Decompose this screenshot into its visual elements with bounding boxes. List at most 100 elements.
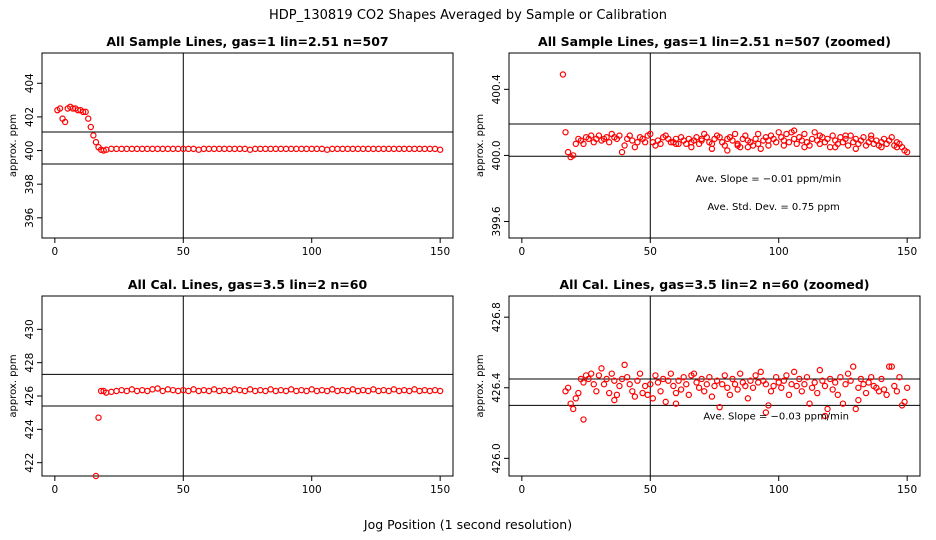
data-point [588,370,595,377]
x-tick-label: 150 [430,484,450,496]
data-point [855,384,862,391]
data-point [641,138,649,146]
data-point [675,377,682,384]
y-axis-label: approx. ppm [8,114,19,177]
data-point [724,147,731,154]
data-point [796,375,803,383]
data-point [380,145,387,153]
panel-title: All Sample Lines, gas=1 lin=2.51 n=507 (… [538,34,891,49]
data-point [108,388,115,396]
data-point [721,372,728,379]
data-point [298,386,305,394]
data-point [731,381,739,388]
data-point [824,405,831,413]
data-point [850,363,857,370]
data-point [421,145,428,153]
data-point [754,130,762,138]
data-point [562,129,569,136]
data-point [293,145,300,153]
data-point [808,135,816,143]
data-point [400,386,408,394]
data-point [339,386,346,394]
data-point [816,366,824,374]
data-point [169,386,177,394]
data-point [138,386,146,394]
data-point [793,382,800,390]
data-point [164,145,172,153]
data-point [785,391,793,399]
data-point [672,400,680,407]
data-point [860,381,867,388]
data-point [734,386,741,393]
data-point [395,145,403,153]
data-point [734,142,741,149]
data-point [672,389,680,397]
data-point [896,373,903,381]
data-point [272,387,279,395]
data-point [608,370,615,377]
data-point [611,396,618,404]
data-point [380,386,387,394]
data-point [395,387,403,395]
data-point [339,145,346,153]
y-axis-label: approx. ppm [475,354,486,417]
data-point [344,145,351,153]
y-axis-label: approx. ppm [475,114,486,177]
data-point [762,409,770,416]
data-point [747,377,754,384]
data-point [842,132,849,139]
data-point [436,146,444,153]
x-tick-label: 50 [177,246,190,258]
data-point [390,386,398,393]
data-point [221,386,228,394]
plot-frame [41,295,454,477]
data-point [780,377,788,384]
data-point [375,145,382,153]
data-point [706,373,713,381]
data-point [616,132,623,139]
data-point [621,142,628,149]
data-point [616,382,623,390]
data-point [662,398,669,406]
data-point [262,145,269,153]
data-point [329,386,336,393]
data-point [282,387,290,395]
data-point [770,382,777,390]
data-point [683,381,690,388]
data-point [113,145,120,153]
data-point [788,381,795,388]
data-point [216,387,223,395]
data-point [416,145,423,153]
data-point [757,145,764,153]
data-point [639,389,646,397]
data-point [677,386,685,393]
data-point [780,142,788,149]
data-point [588,132,595,139]
data-point [308,386,315,393]
data-point [690,370,698,377]
data-point [652,372,659,379]
y-axis-label: approx. ppm [8,354,19,417]
data-point [829,132,836,139]
data-point [210,145,218,153]
data-point [298,145,305,153]
y-tick-label: 430 [24,319,36,339]
annotation: Ave. Std. Dev. = 0.75 ppm [707,202,839,213]
data-point [580,379,587,386]
data-point [885,363,893,370]
data-point [226,387,233,395]
data-point [318,386,326,394]
data-point [783,372,790,379]
data-point [703,381,710,388]
data-point [590,381,597,388]
data-point [716,403,723,411]
data-point [133,387,141,395]
data-point [221,145,228,153]
data-point [334,145,341,153]
data-point [803,373,811,381]
x-tick-label: 0 [52,246,59,258]
data-point [390,145,398,153]
data-point [893,143,901,151]
chart-panels: All Sample Lines, gas=1 lin=2.51 n=507 0 5… [8,34,921,496]
data-point [185,387,192,395]
